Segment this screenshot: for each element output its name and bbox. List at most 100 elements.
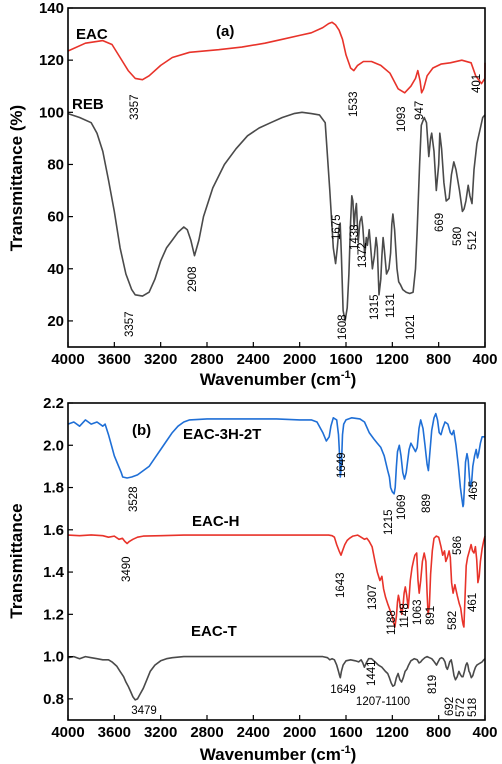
panel-a-x-axis-title-main: Wavenumber (cm [200, 370, 341, 389]
peak-label: 1372 [357, 242, 369, 268]
peak-label: 819 [427, 675, 439, 694]
panel-b-x-tick-label: 1600 [329, 724, 362, 741]
panel-a-x-axis-title-close: ) [351, 370, 357, 389]
panel-b-y-tick-label: 1.0 [43, 649, 64, 666]
peak-label: 1215 [383, 509, 395, 535]
peak-label: 1307 [367, 584, 379, 610]
panel-b-y-tick-label: 1.8 [43, 480, 64, 497]
panel-a-frame [67, 7, 486, 348]
peak-label: 1438 [349, 224, 361, 250]
series-line-eac [67, 21, 486, 94]
panel-a-x-axis-title: Wavenumber (cm-1) [200, 369, 357, 389]
peak-label: 465 [468, 481, 480, 500]
panel-b-x-tick-label: 4000 [51, 724, 84, 741]
panel-b-y-tick-label: 1.6 [43, 522, 64, 539]
panel-a-y-tick-label: 120 [39, 52, 64, 69]
peak-label: 1315 [369, 294, 381, 320]
panel-b-x-tick-label: 3200 [144, 724, 177, 741]
series-label-reb: REB [72, 96, 104, 113]
panel-a-x-tick-label: 800 [426, 351, 451, 368]
peak-label: 1021 [405, 314, 417, 340]
series-label-eac-3h-2t: EAC-3H-2T [183, 426, 261, 443]
series-label-eac-h: EAC-H [192, 513, 240, 530]
peak-label: 1643 [335, 572, 347, 598]
panel-a-y-tick-label: 20 [47, 313, 64, 330]
panel-b-frame [67, 402, 486, 721]
series-line-eac-h [67, 534, 486, 628]
panel-b-x-axis-title: Wavenumber (cm-1) [200, 744, 357, 764]
panel-b-y-tick-label: 1.4 [43, 564, 65, 581]
peak-label: 401 [471, 74, 483, 93]
peak-label: 1675 [331, 214, 343, 240]
panel-b-x-axis-title-superscript: -1 [341, 744, 351, 756]
panel-b-y-axis-title: Transmittance [7, 503, 26, 618]
peak-label: 1649 [336, 452, 348, 478]
peak-label: 1093 [396, 106, 408, 132]
panel-a: 4000 3600 3200 2800 2400 2000 1600 1200 800 400 20… [7, 0, 498, 389]
panel-b-x-tick-label: 3600 [98, 724, 131, 741]
peak-label: 1533 [348, 91, 360, 117]
peak-label: 891 [425, 606, 437, 625]
peak-label: 1131 [385, 293, 397, 318]
peak-label: 1148 [399, 603, 411, 628]
peak-label: 3479 [131, 705, 157, 717]
peak-label: 586 [452, 536, 464, 555]
panel-a-x-tick-label: 3200 [144, 351, 177, 368]
peak-label: 1207-1100 [356, 696, 410, 708]
peak-label: 1649 [330, 684, 356, 696]
peak-label: 572 [455, 698, 467, 717]
panel-a-x-tick-label: 2400 [237, 351, 270, 368]
peak-label: 3490 [121, 556, 133, 582]
series-line-eac-3h-2t [67, 412, 485, 508]
panel-a-label: (a) [216, 23, 234, 40]
series-line-reb [67, 111, 486, 322]
panel-b-axis-ticks: 4000 3600 3200 2800 2400 2000 1600 1200 800 400 0.… [43, 395, 497, 741]
peak-label: 669 [434, 213, 446, 232]
peak-label: 1608 [337, 314, 349, 340]
panel-a-y-tick-label: 100 [39, 104, 64, 121]
peak-label: 3528 [128, 486, 140, 512]
panel-b-x-tick-label: 2800 [190, 724, 223, 741]
panel-a-x-tick-label: 400 [472, 351, 497, 368]
peak-label: 518 [467, 698, 479, 717]
panel-b-x-tick-label: 2000 [283, 724, 316, 741]
peak-label: 580 [452, 227, 464, 246]
panel-b-x-tick-label: 800 [426, 724, 451, 741]
panel-a-axis-ticks: 4000 3600 3200 2800 2400 2000 1600 1200 800 400 20… [39, 0, 498, 368]
panel-a-x-tick-label: 2000 [283, 351, 316, 368]
panel-a-plot-area [67, 21, 486, 322]
panel-a-x-tick-label: 1200 [376, 351, 409, 368]
panel-a-y-tick-label: 40 [47, 261, 64, 278]
peak-label: 461 [467, 593, 479, 612]
peak-label: 947 [414, 101, 426, 120]
peak-label: 3357 [124, 311, 136, 337]
panel-b-y-tick-label: 2.2 [43, 395, 64, 412]
panel-a-x-axis-title-superscript: -1 [341, 369, 351, 381]
panel-a-x-tick-label: 3600 [98, 351, 131, 368]
panel-b: 4000 3600 3200 2800 2400 2000 1600 1200 800 400 0.… [7, 395, 498, 764]
panel-b-y-tick-label: 0.8 [43, 691, 64, 708]
panel-a-y-axis-title: Transmittance (%) [7, 105, 26, 251]
panel-b-x-axis-title-close: ) [351, 745, 357, 764]
peak-label: 1188 [386, 610, 398, 635]
peak-label: 1069 [396, 494, 408, 520]
panel-a-x-tick-label: 2800 [190, 351, 223, 368]
peak-label: 889 [421, 494, 433, 513]
panel-b-y-tick-label: 2.0 [43, 437, 64, 454]
series-label-eac-t: EAC-T [191, 623, 237, 640]
panel-b-label: (b) [132, 422, 151, 439]
series-label-eac: EAC [76, 26, 108, 43]
panel-a-y-tick-label: 60 [47, 209, 64, 226]
panel-a-y-tick-label: 140 [39, 0, 64, 17]
peak-label: 582 [447, 611, 459, 630]
panel-a-x-tick-label: 4000 [51, 351, 84, 368]
peak-label: 1441 [366, 660, 378, 686]
peak-label: 692 [444, 697, 456, 716]
panel-b-x-tick-label: 2400 [237, 724, 270, 741]
series-line-eac-t [67, 655, 486, 701]
panel-b-x-tick-label: 400 [472, 724, 497, 741]
panel-b-x-tick-label: 1200 [376, 724, 409, 741]
panel-a-y-tick-label: 80 [47, 156, 64, 173]
peak-label: 2908 [187, 266, 199, 292]
